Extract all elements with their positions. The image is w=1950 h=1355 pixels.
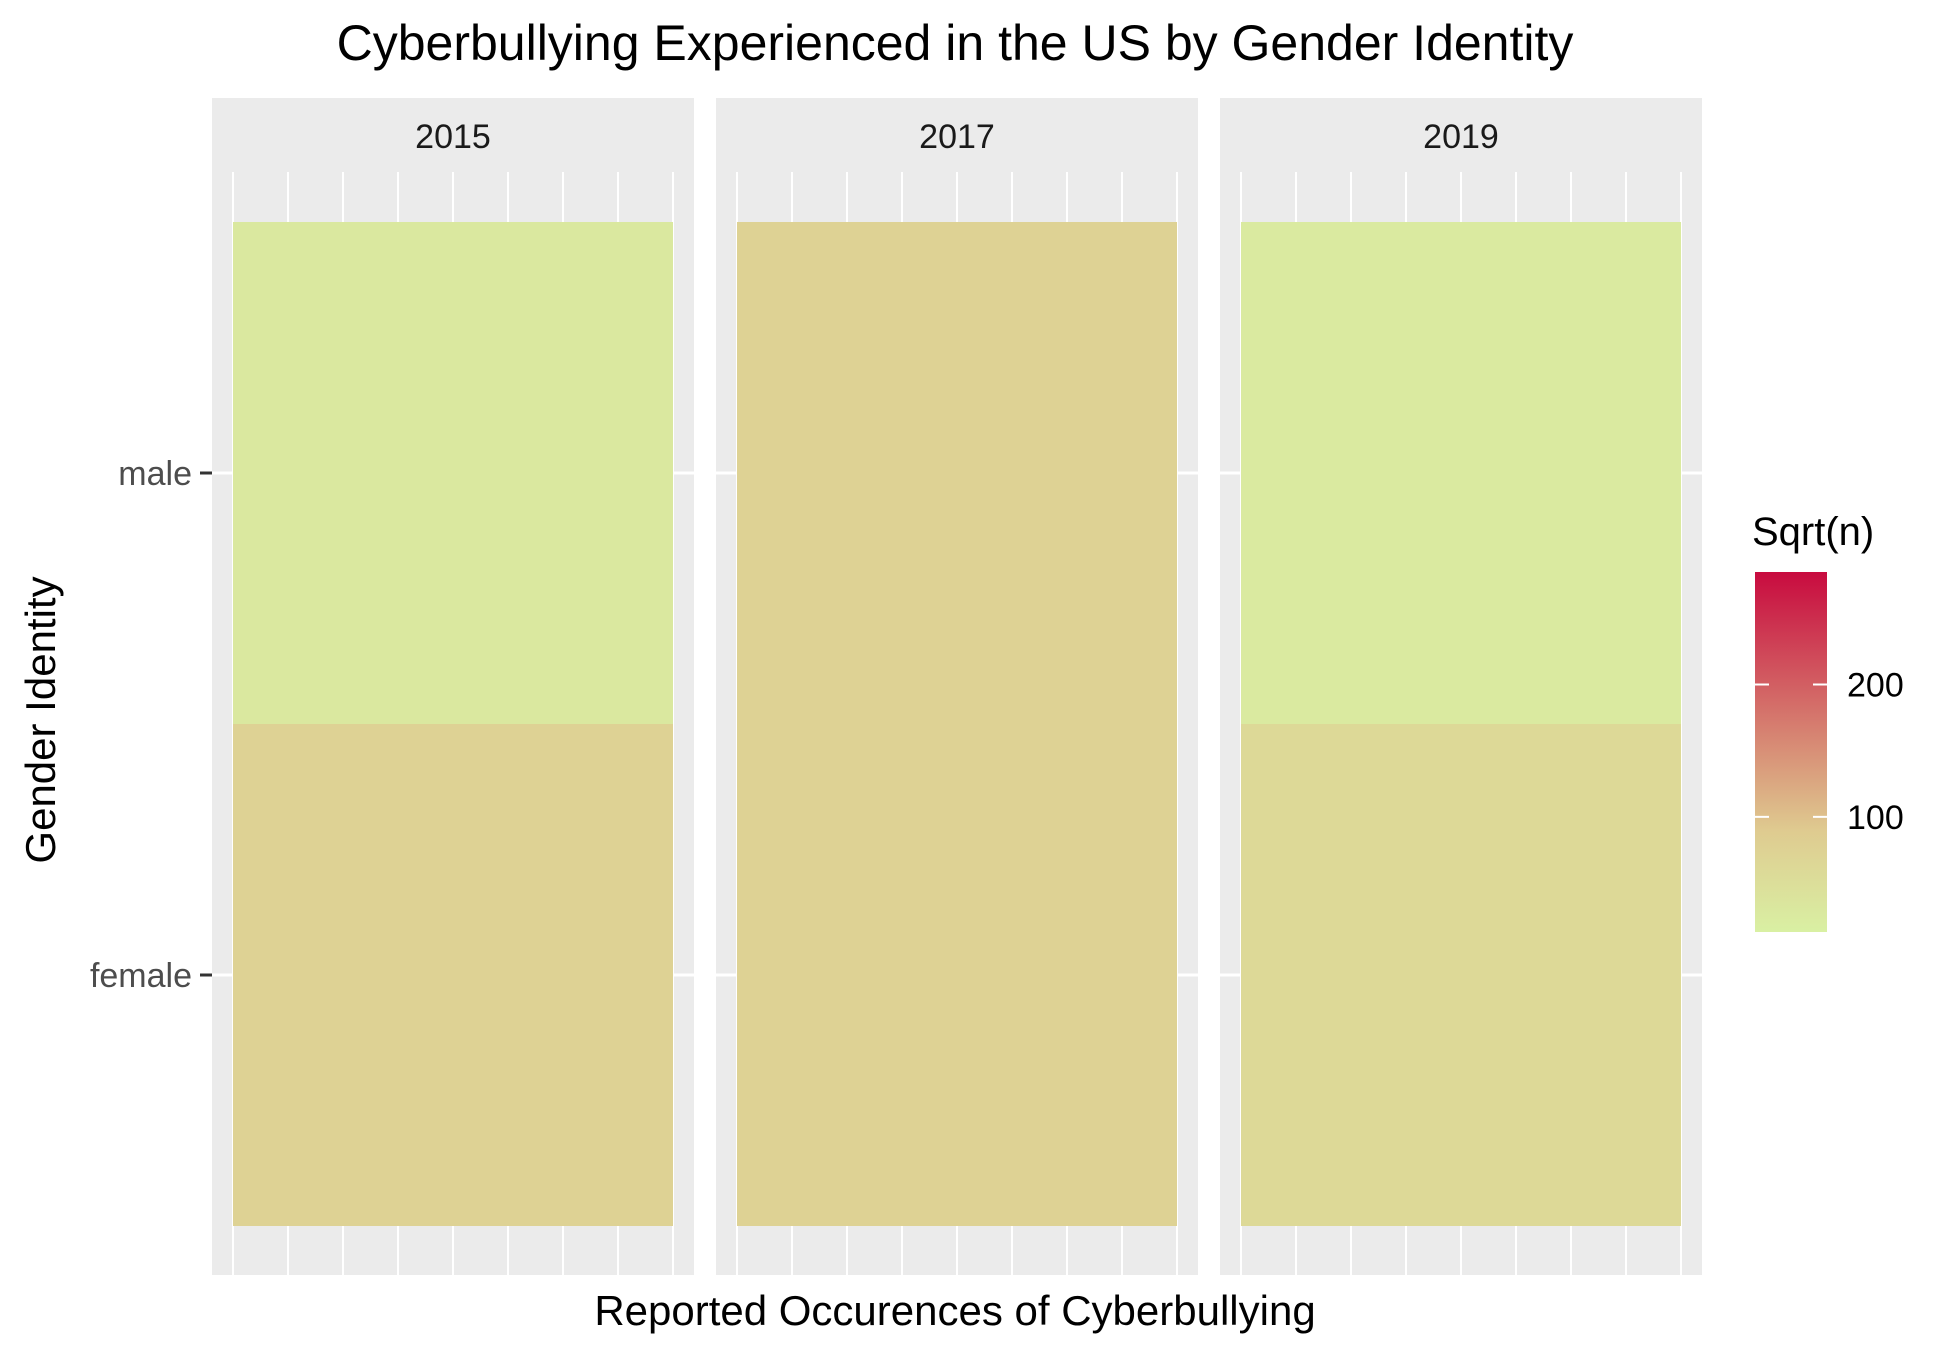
y-axis-title: Gender Identity bbox=[17, 576, 64, 863]
heatmap-tile-male bbox=[233, 222, 673, 724]
y-tick-label: female bbox=[90, 957, 192, 995]
legend-ticks: 100 200 bbox=[1755, 667, 1904, 837]
heatmap-tile-male bbox=[1241, 222, 1681, 724]
legend-tick-label: 200 bbox=[1847, 667, 1904, 705]
facet-panels: 2015 2017 2019 bbox=[212, 98, 1702, 1275]
heatmap-tile-female bbox=[1241, 724, 1681, 1226]
facet-panel-2019: 2019 bbox=[1220, 98, 1702, 1275]
heatmap-tile-female bbox=[233, 724, 673, 1226]
y-axis: female male bbox=[90, 455, 212, 995]
legend: Sqrt(n) 100 200 bbox=[1752, 510, 1904, 932]
legend-colorbar bbox=[1755, 572, 1827, 932]
facet-strip bbox=[1220, 98, 1702, 172]
y-tick-label: male bbox=[118, 455, 192, 493]
heatmap-tile-male bbox=[737, 222, 1177, 724]
facet-label: 2015 bbox=[415, 118, 491, 156]
facet-label: 2019 bbox=[1423, 118, 1499, 156]
facet-panel-2015: 2015 bbox=[212, 98, 694, 1275]
legend-title: Sqrt(n) bbox=[1752, 510, 1874, 554]
facet-strip bbox=[716, 98, 1198, 172]
x-axis-title: Reported Occurences of Cyberbullying bbox=[594, 1287, 1315, 1334]
legend-tick-label: 100 bbox=[1847, 799, 1904, 837]
chart-title: Cyberbullying Experienced in the US by G… bbox=[337, 15, 1574, 71]
facet-strip bbox=[212, 98, 694, 172]
facet-label: 2017 bbox=[919, 118, 995, 156]
heatmap-tile-female bbox=[737, 724, 1177, 1226]
facet-panel-2017: 2017 bbox=[716, 98, 1198, 1275]
